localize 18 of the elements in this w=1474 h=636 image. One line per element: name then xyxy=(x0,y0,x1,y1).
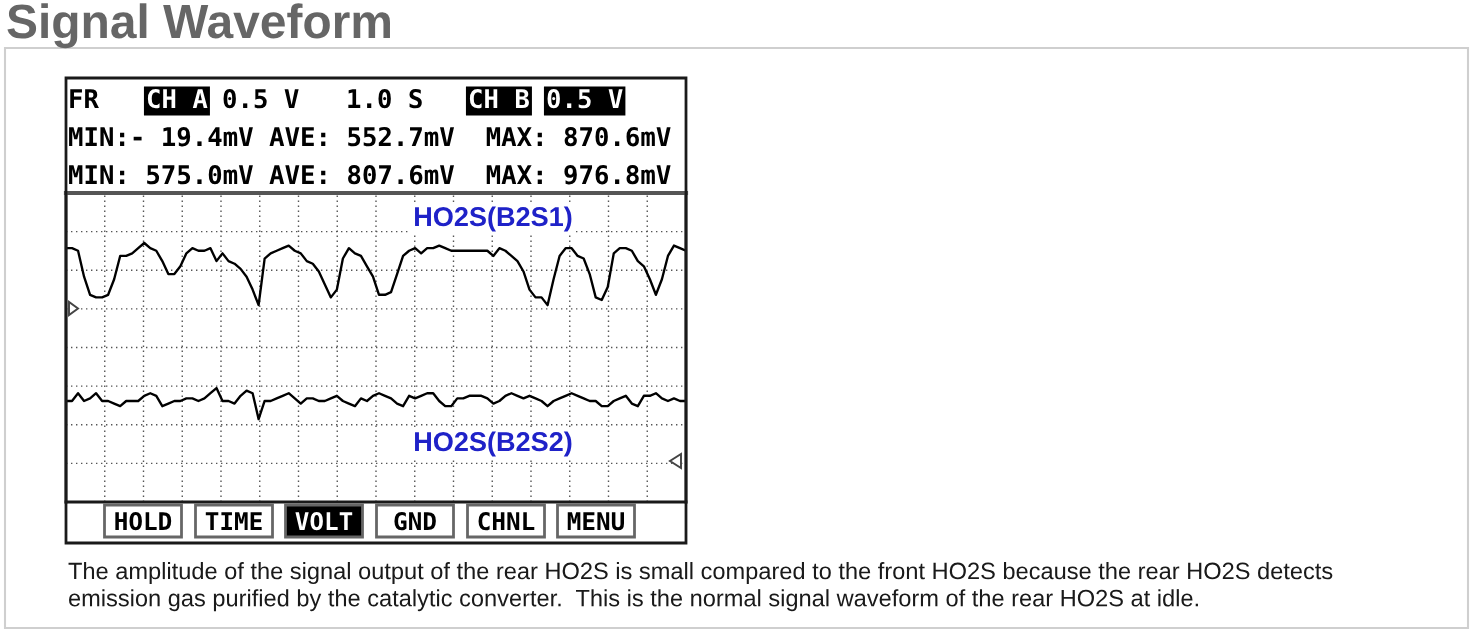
text: 1.0 S xyxy=(348,88,422,109)
text: MENU xyxy=(567,512,624,531)
text: TIME xyxy=(205,512,262,530)
text: CHNL xyxy=(478,511,535,531)
text: CH B xyxy=(469,88,529,109)
text: FR xyxy=(70,89,99,108)
text: MIN:- 19.4mV AVE: 552.7mV MAX: 870.6mV xyxy=(69,126,671,147)
text: CH A xyxy=(147,88,208,109)
text: VOLT xyxy=(295,511,353,531)
text: 0.5 V xyxy=(223,88,299,109)
series-label: HO2S(B2S2) xyxy=(415,431,572,457)
chart-title: Signal Waveform xyxy=(7,3,390,49)
text: MIN: 575.0mV AVE: 807.6mV MAX: 976.8mV xyxy=(69,164,671,185)
series-label: HO2S(B2S1) xyxy=(415,206,572,232)
text: 0.5 V xyxy=(547,88,623,109)
text: GND xyxy=(394,511,436,531)
text: HOLD xyxy=(115,511,172,531)
text: The amplitude of the signal output of the rear HO2S is small compared to the front HO2S because the rear HO2S detects emission gas purified by the catalytic converter. This is the normal signal waveform of the rear HO2S at idle. xyxy=(68,562,1333,612)
